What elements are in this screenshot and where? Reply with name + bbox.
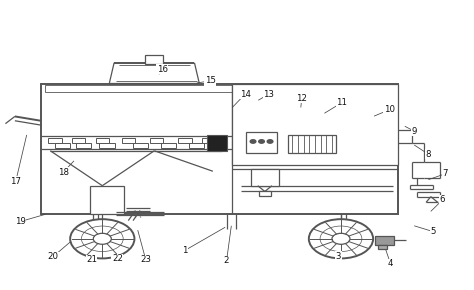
Bar	[178, 138, 191, 143]
Bar	[246, 132, 277, 153]
Text: 22: 22	[112, 254, 123, 263]
Bar	[189, 143, 204, 148]
Circle shape	[332, 233, 350, 244]
Circle shape	[267, 140, 273, 143]
Bar	[55, 143, 70, 148]
Bar	[202, 138, 215, 143]
Bar	[378, 244, 387, 249]
Text: 5: 5	[430, 227, 436, 236]
Text: 20: 20	[47, 253, 58, 262]
Bar	[100, 143, 115, 148]
Text: 8: 8	[426, 150, 431, 159]
Text: 10: 10	[383, 105, 395, 114]
Bar	[145, 55, 163, 64]
Bar	[72, 138, 85, 143]
Bar	[122, 138, 135, 143]
Text: 23: 23	[140, 255, 151, 264]
Bar	[161, 143, 176, 148]
Text: 16: 16	[157, 65, 168, 74]
Circle shape	[259, 140, 264, 143]
Text: 13: 13	[263, 90, 274, 99]
Circle shape	[70, 219, 135, 258]
Bar	[76, 143, 91, 148]
Circle shape	[250, 140, 256, 143]
Text: 3: 3	[336, 252, 341, 261]
Circle shape	[309, 219, 373, 258]
Text: 9: 9	[411, 127, 417, 136]
Text: 1: 1	[182, 246, 188, 255]
Text: 17: 17	[10, 177, 21, 186]
Text: 15: 15	[205, 77, 216, 86]
Text: 14: 14	[239, 90, 251, 99]
Text: 6: 6	[440, 195, 446, 204]
Text: 11: 11	[337, 98, 347, 107]
Bar	[45, 85, 394, 92]
Bar	[150, 138, 163, 143]
Bar	[289, 135, 336, 153]
Text: 4: 4	[388, 260, 393, 269]
Bar	[133, 143, 148, 148]
Bar	[48, 138, 62, 143]
Text: 19: 19	[15, 217, 26, 226]
Bar	[91, 186, 124, 214]
Bar	[232, 84, 398, 165]
Bar	[259, 191, 271, 196]
Text: 2: 2	[224, 256, 229, 265]
Bar	[41, 84, 398, 214]
Bar	[251, 169, 279, 186]
Circle shape	[93, 233, 111, 244]
Text: 18: 18	[57, 168, 69, 177]
Text: 21: 21	[86, 255, 97, 264]
Bar	[375, 236, 394, 244]
Text: 7: 7	[442, 169, 448, 178]
Bar	[96, 138, 109, 143]
Bar	[207, 135, 227, 151]
Text: 12: 12	[296, 94, 307, 103]
